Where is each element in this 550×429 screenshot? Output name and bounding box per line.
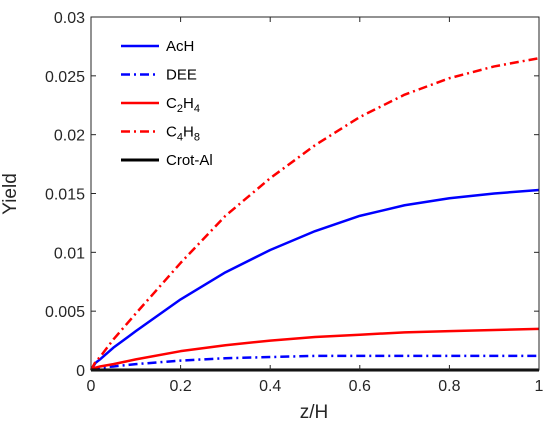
series-line-c4h8 xyxy=(89,56,540,371)
x-axis-title: z/H xyxy=(300,402,329,423)
y-tick-label: 0.025 xyxy=(45,69,85,86)
y-tick-label: 0.005 xyxy=(45,304,85,321)
series-line-c2h4 xyxy=(90,327,540,372)
y-tick-label: 0 xyxy=(76,363,85,380)
legend-label-c2h4: C2H4 xyxy=(166,95,200,115)
y-tick-label: 0.02 xyxy=(54,128,85,145)
axes-layer: 0 0.2 0.4 0.6 0.8 1 0 0.005 0.01 0.015 0.02 0.025 0.… xyxy=(45,10,544,395)
legend: AcH DEE C2H4 C4H8 Crot-Al xyxy=(121,38,213,169)
y-tick-label: 0.01 xyxy=(54,245,85,262)
x-tick-label: 1 xyxy=(535,378,544,395)
legend-label-dee: DEE xyxy=(166,67,197,84)
y-axis-title: Yield xyxy=(0,173,21,215)
x-tick-label: 0 xyxy=(87,378,96,395)
legend-label-c4h8: C4H8 xyxy=(166,124,200,144)
series-line-dee xyxy=(90,354,539,372)
legend-label-crot-al: Crot-Al xyxy=(166,152,213,169)
x-tick-label: 0.4 xyxy=(259,378,281,395)
y-tick-label: 0.015 xyxy=(45,187,85,204)
y-tick-label: 0.03 xyxy=(54,10,85,27)
plot-background xyxy=(91,17,539,370)
series-line-ach xyxy=(89,188,540,371)
plot-area xyxy=(91,17,539,370)
legend-label-ach: AcH xyxy=(166,38,194,55)
x-tick-label: 0.6 xyxy=(349,378,371,395)
x-tick-label: 0.2 xyxy=(169,378,191,395)
x-tick-label: 0.8 xyxy=(438,378,460,395)
